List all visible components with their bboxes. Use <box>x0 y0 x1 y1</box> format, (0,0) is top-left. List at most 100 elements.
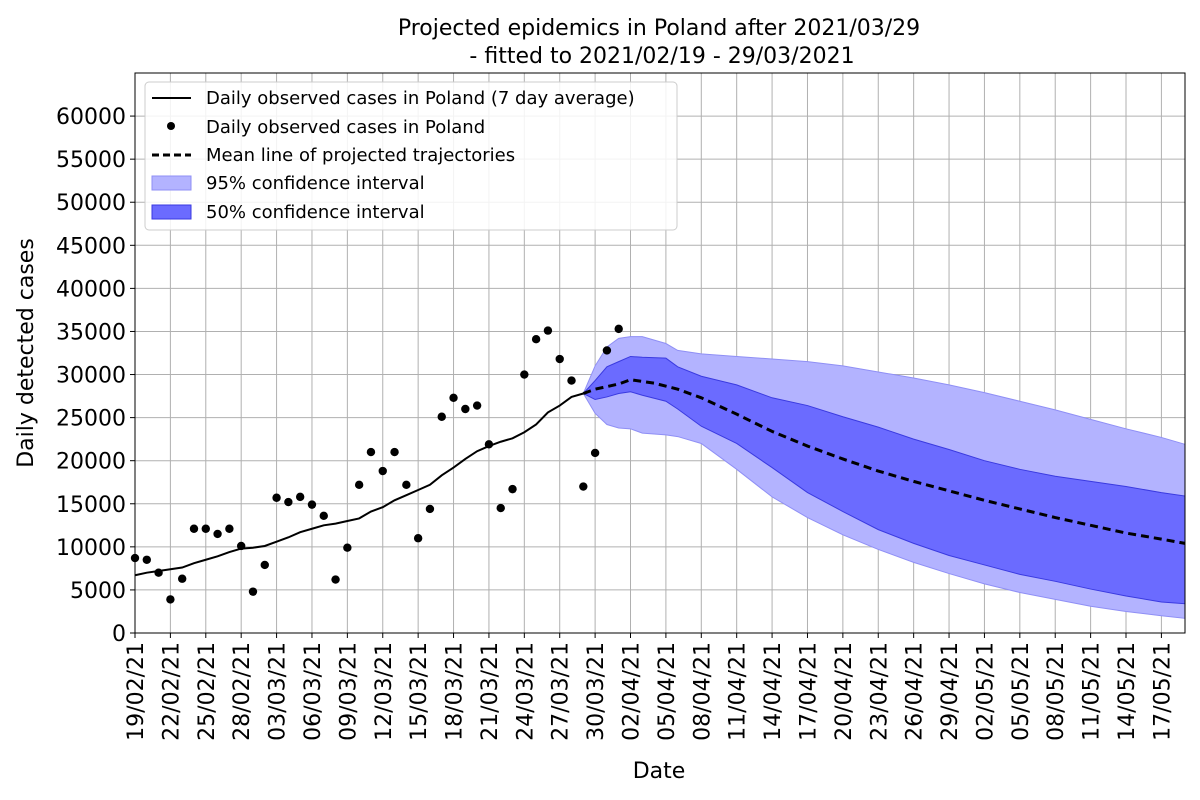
y-tick-label: 50000 <box>56 191 126 216</box>
observed-point <box>319 511 328 521</box>
observed-point <box>614 324 623 334</box>
x-tick-label: 27/03/21 <box>549 642 574 741</box>
observed-point <box>531 335 541 344</box>
observed-point <box>177 574 187 583</box>
observed-point <box>402 480 411 490</box>
x-tick-label: 09/03/21 <box>336 642 361 741</box>
observed-point <box>260 560 269 570</box>
legend-swatch-band-50 <box>151 204 192 220</box>
y-tick-label: 40000 <box>56 277 126 302</box>
observed-point <box>213 529 222 539</box>
x-tick-label: 14/04/21 <box>761 642 786 741</box>
y-tick-label: 45000 <box>56 234 126 259</box>
observed-point <box>201 524 210 533</box>
observed-point <box>508 484 517 494</box>
x-tick-label: 15/03/21 <box>407 642 432 741</box>
observed-point <box>437 412 446 421</box>
x-tick-label: 06/03/21 <box>301 642 326 741</box>
x-tick-label: 19/02/21 <box>124 642 149 741</box>
observed-point <box>472 401 482 410</box>
observed-point <box>543 326 553 335</box>
observed-point <box>602 346 612 355</box>
x-tick-label: 21/03/21 <box>478 642 503 741</box>
observed-point <box>189 524 199 533</box>
x-tick-label: 08/04/21 <box>690 642 715 741</box>
y-tick-label: 15000 <box>56 493 126 518</box>
observed-point <box>248 587 258 596</box>
observed-point <box>496 503 505 513</box>
legend-label-observed-dot: Daily observed cases in Poland <box>206 117 485 138</box>
observed-point <box>390 447 399 457</box>
observed-point <box>461 404 470 414</box>
observed-point <box>331 575 340 584</box>
observed-point <box>354 480 364 490</box>
legend-label-avg-line: Daily observed cases in Poland (7 day av… <box>206 88 635 109</box>
observed-point <box>366 447 376 457</box>
x-tick-label: 30/03/21 <box>584 642 609 741</box>
observed-point <box>590 448 600 458</box>
legend: Daily observed cases in Poland (7 day av… <box>144 81 678 231</box>
y-tick-label: 10000 <box>56 536 126 561</box>
lines-layer <box>134 378 1186 577</box>
y-tick-label: 60000 <box>56 105 126 130</box>
y-axis-ticks: 0 5000 10000 15000 20000 25000 30000 35000 40000… <box>56 105 135 647</box>
observed-point <box>425 504 435 514</box>
observed-point <box>166 595 175 604</box>
legend-box <box>144 81 678 231</box>
x-tick-label: 22/02/21 <box>159 642 184 741</box>
y-tick-label: 5000 <box>70 579 126 604</box>
x-tick-label: 11/04/21 <box>726 642 751 741</box>
observed-point <box>225 524 234 533</box>
scatter-points <box>130 324 623 604</box>
x-tick-label: 11/05/21 <box>1080 642 1105 741</box>
x-tick-label: 12/03/21 <box>372 642 397 741</box>
observed-point <box>284 497 293 507</box>
observed-point <box>567 376 576 385</box>
observed-point <box>378 466 387 476</box>
x-tick-label: 05/05/21 <box>1009 642 1034 741</box>
x-tick-label: 17/04/21 <box>796 642 821 741</box>
observed-point <box>154 568 163 577</box>
observed-point <box>579 482 588 491</box>
legend-label-band-95: 95% confidence interval <box>206 173 425 194</box>
x-tick-label: 20/04/21 <box>832 642 857 741</box>
x-tick-label: 24/03/21 <box>513 642 538 741</box>
y-axis-label: Daily detected cases <box>14 238 39 468</box>
x-tick-label: 03/03/21 <box>266 642 291 741</box>
x-axis-label: Date <box>633 759 686 784</box>
observed-point <box>295 492 305 502</box>
seven-day-average-line <box>134 392 584 577</box>
x-tick-label: 08/05/21 <box>1044 642 1069 741</box>
observed-point <box>449 393 458 402</box>
observed-point <box>272 493 281 502</box>
observed-point <box>520 370 529 379</box>
x-tick-label: 29/04/21 <box>938 642 963 741</box>
mean-projection-line <box>582 378 1186 545</box>
observed-point <box>307 500 317 509</box>
x-tick-label: 23/04/21 <box>867 642 892 741</box>
x-tick-label: 14/05/21 <box>1115 642 1140 741</box>
x-axis-ticks: 19/02/21 22/02/21 25/02/21 28/02/21 03/03/21… <box>124 633 1175 741</box>
observed-point <box>343 543 352 552</box>
x-tick-label: 02/05/21 <box>973 642 998 741</box>
legend-swatch-observed-dot <box>167 122 175 130</box>
y-tick-label: 55000 <box>56 148 126 173</box>
x-tick-label: 02/04/21 <box>620 642 645 741</box>
y-tick-label: 25000 <box>56 407 126 432</box>
x-tick-label: 05/04/21 <box>655 642 680 741</box>
observed-point <box>413 534 423 543</box>
legend-label-mean-dashed: Mean line of projected trajectories <box>206 145 515 166</box>
x-tick-label: 26/04/21 <box>903 642 928 741</box>
y-tick-label: 30000 <box>56 364 126 389</box>
x-tick-label: 28/02/21 <box>230 642 255 741</box>
observed-point <box>236 541 246 551</box>
observed-point <box>142 555 151 564</box>
y-tick-label: 0 <box>112 622 126 647</box>
y-tick-label: 35000 <box>56 320 126 345</box>
observed-point <box>484 440 494 449</box>
plot-frame <box>134 72 1186 634</box>
x-tick-label: 18/03/21 <box>443 642 468 741</box>
legend-swatch-band-95 <box>151 175 192 191</box>
x-tick-label: 25/02/21 <box>195 642 220 741</box>
